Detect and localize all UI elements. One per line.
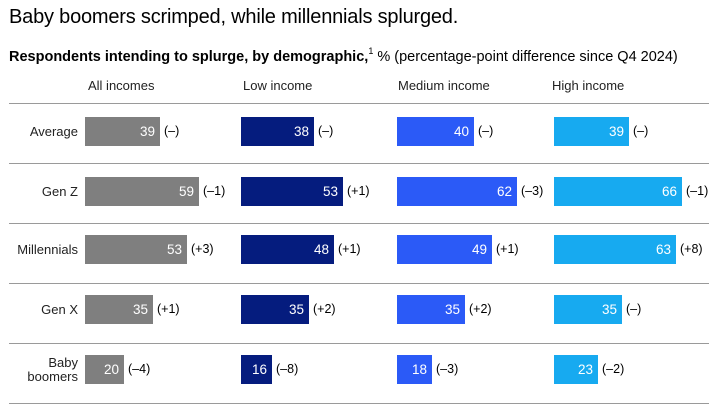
subtitle-rest: % (percentage-point difference since Q4 … (373, 48, 678, 65)
change-label: (+2) (313, 302, 336, 316)
chart-subtitle: Respondents intending to splurge, by dem… (9, 46, 678, 65)
bar-value-label: 39 (139, 124, 155, 139)
change-label: (–) (164, 124, 180, 138)
change-label: (–) (318, 124, 334, 138)
change-label: (–8) (276, 362, 299, 376)
column-header-all-incomes: All incomes (88, 78, 155, 93)
bar (554, 177, 682, 206)
change-label: (+1) (157, 302, 180, 316)
row-label-gen-x: Gen X (41, 301, 78, 317)
bar (397, 117, 474, 146)
bar-value-label: 35 (601, 302, 617, 317)
change-label: (–4) (128, 362, 151, 376)
bar (397, 355, 432, 384)
row-divider (9, 163, 709, 164)
bar-value-label: 35 (288, 302, 304, 317)
change-label: (+1) (338, 242, 361, 256)
bar (85, 295, 153, 324)
change-label: (–1) (686, 184, 709, 198)
change-label: (–) (633, 124, 649, 138)
bar-value-label: 59 (178, 184, 194, 199)
row-divider (9, 343, 709, 344)
row-label-millennials: Millennials (17, 241, 78, 257)
column-header-medium-income: Medium income (398, 78, 490, 93)
bar-value-label: 40 (453, 124, 469, 139)
bar-value-label: 66 (661, 184, 677, 199)
bar (241, 117, 314, 146)
bar-value-label: 49 (471, 242, 487, 257)
change-label: (+3) (191, 242, 214, 256)
row-divider (9, 223, 709, 224)
change-label: (–3) (521, 184, 544, 198)
column-header-high-income: High income (552, 78, 625, 93)
change-label: (–) (626, 302, 642, 316)
bar-value-label: 23 (577, 362, 593, 377)
change-label: (–1) (203, 184, 226, 198)
bar (241, 295, 309, 324)
bar-value-label: 62 (496, 184, 512, 199)
bar-value-label: 38 (293, 124, 309, 139)
row-label-average: Average (29, 123, 78, 139)
bar (397, 235, 492, 264)
change-label: (+1) (347, 184, 370, 198)
bar (241, 355, 272, 384)
row-divider (9, 103, 709, 104)
change-label: (–) (478, 124, 494, 138)
bar-value-label: 35 (132, 302, 148, 317)
bar (85, 177, 199, 206)
bar (85, 355, 124, 384)
bar-value-label: 39 (608, 124, 624, 139)
row-divider (9, 403, 709, 404)
column-header-low-income: Low income (243, 78, 313, 93)
subtitle-bold: Respondents intending to splurge, by dem… (9, 48, 369, 65)
change-label: (+8) (680, 242, 703, 256)
chart-title: Baby boomers scrimped, while millennials… (9, 6, 459, 28)
bar (554, 295, 622, 324)
row-label-baby-boomers: Baby boomers (27, 354, 78, 384)
bar (85, 117, 160, 146)
bar (554, 355, 598, 384)
bar (241, 235, 334, 264)
row-divider (9, 283, 709, 284)
change-label: (+1) (496, 242, 519, 256)
bar (554, 235, 676, 264)
bar-value-label: 63 (655, 242, 671, 257)
bar (397, 295, 465, 324)
bar (554, 117, 629, 146)
change-label: (+2) (469, 302, 492, 316)
bar-value-label: 53 (166, 242, 182, 257)
bar (241, 177, 343, 206)
bar (397, 177, 517, 206)
bar-value-label: 20 (103, 362, 119, 377)
bar-value-label: 35 (444, 302, 460, 317)
bar (85, 235, 187, 264)
bar-value-label: 16 (251, 362, 267, 377)
change-label: (–2) (602, 362, 625, 376)
bar-value-label: 18 (411, 362, 427, 377)
bar-value-label: 53 (322, 184, 338, 199)
change-label: (–3) (436, 362, 459, 376)
row-label-gen-z: Gen Z (41, 183, 78, 199)
footnote-marker: 1 (368, 46, 374, 56)
bar-value-label: 48 (313, 242, 329, 257)
